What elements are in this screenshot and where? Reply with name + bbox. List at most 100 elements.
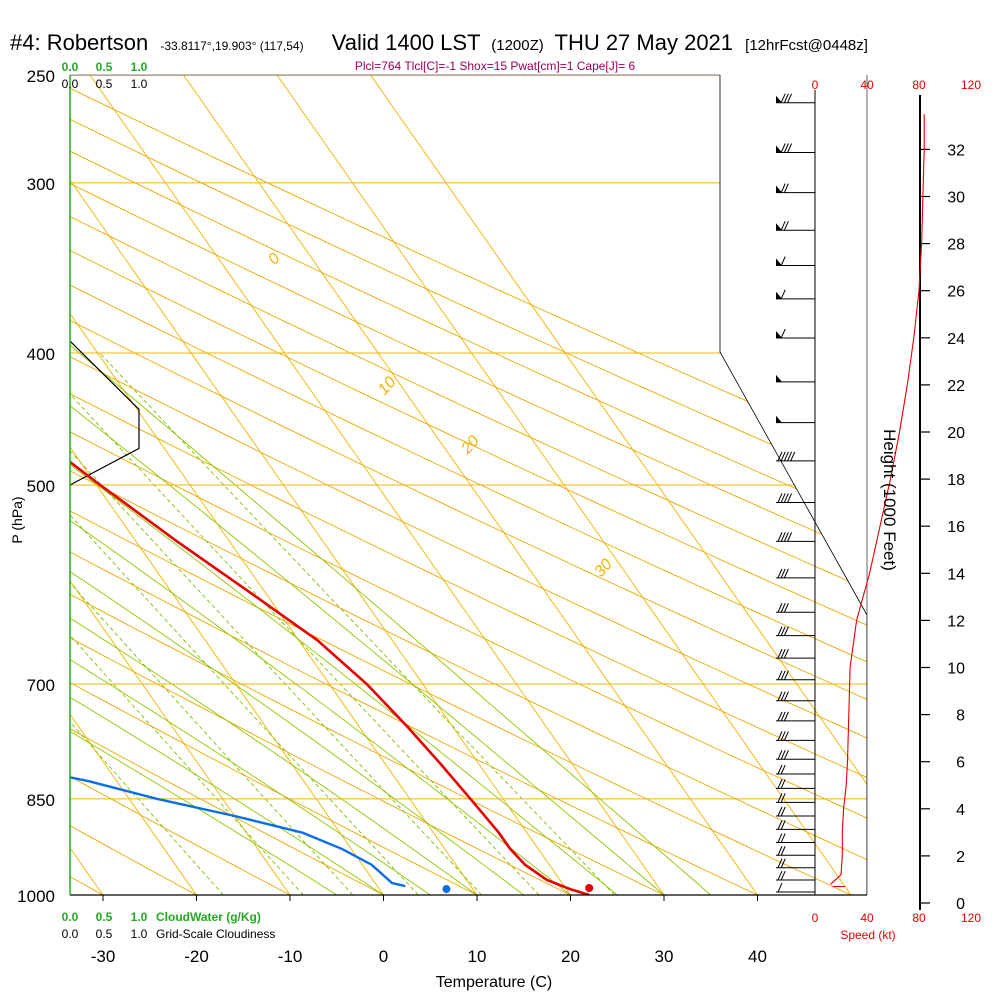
wind-barb-flag	[780, 779, 786, 789]
wind-barb-flag	[777, 648, 783, 659]
wind-barb-flag	[780, 731, 786, 741]
wind-barb-flag	[777, 793, 783, 803]
dry-adiabat-line	[70, 593, 665, 895]
height-tick-label: 2	[956, 849, 965, 866]
wind-barb-pennant	[776, 95, 782, 103]
height-tick-label: 6	[956, 755, 965, 772]
pressure-tick-label: 850	[27, 791, 55, 810]
wind-barb	[776, 882, 815, 893]
wind-barb-pennant	[776, 374, 782, 382]
wind-barb-pennant	[776, 258, 782, 266]
wind-barb	[776, 750, 815, 760]
wind-barb-flag	[777, 711, 783, 722]
wind-barb-flag	[783, 731, 789, 741]
wind-barb-flag	[783, 603, 789, 613]
station-coords: -33.8117°,19.903° (117,54)	[160, 39, 303, 53]
wind-barb	[776, 451, 815, 462]
wind-barb-flag	[780, 603, 786, 613]
temperature-tick-label: -20	[184, 947, 209, 966]
cloudwater-tick-bottom: 0.0	[62, 910, 79, 924]
wind-barb-flag	[783, 750, 789, 760]
wind-barb-flag	[777, 731, 783, 741]
cloudiness-tick-bottom: 0.0	[62, 927, 79, 941]
valid-time: Valid 1400 LST	[332, 30, 480, 55]
wind-barb-flag	[783, 626, 789, 636]
wind-barb	[776, 820, 815, 830]
height-axis-title: Height (1000 Feet)	[880, 429, 899, 571]
wind-barb-flag	[777, 870, 783, 881]
cloudwater-tick-top: 1.0	[131, 60, 148, 74]
pressure-tick-label: 250	[27, 67, 55, 86]
dry-adiabat-line	[70, 284, 867, 663]
wind-barb-flag	[787, 93, 793, 103]
cloudiness-tick-top: 0.5	[96, 77, 113, 91]
wind-barb-flag	[777, 626, 783, 636]
station-name: #4: Robertson	[10, 30, 148, 55]
wind-barb	[776, 183, 815, 194]
wind-barb	[776, 256, 815, 267]
pressure-tick-label: 1000	[17, 887, 55, 906]
speed-tick-top: 80	[912, 78, 926, 92]
dry-adiabat-line	[70, 87, 867, 454]
wind-barb-flag	[777, 764, 783, 775]
wind-barb-pennant	[776, 415, 782, 423]
mixing-ratio-line	[99, 352, 616, 895]
wind-barb	[776, 764, 815, 775]
speed-tick-top: 0	[812, 78, 819, 92]
wind-barb-flag	[780, 183, 786, 193]
speed-tick-bottom: 120	[961, 911, 981, 925]
temperature-tick-label: 40	[748, 947, 767, 966]
wind-barb	[776, 833, 815, 843]
frame-boundary	[719, 75, 867, 895]
wind-barb-flag	[777, 882, 783, 893]
cloudwater-tick-bottom: 1.0	[131, 910, 148, 924]
wind-barb-flag	[783, 493, 789, 503]
mixing-ratio-label: 2	[297, 902, 314, 918]
pressure-tick-label: 500	[27, 477, 55, 496]
wind-barb-pennant	[776, 291, 782, 299]
wind-barb-flag	[780, 691, 786, 701]
wind-barb	[776, 793, 815, 803]
wind-barb-flag	[780, 256, 786, 266]
dry-adiabat-line	[70, 150, 867, 521]
wind-barb	[776, 415, 815, 424]
wind-barb-flag	[780, 328, 786, 339]
utc-time: (1200Z)	[491, 37, 544, 54]
wind-barb-flag	[780, 711, 786, 722]
wind-barb	[776, 626, 815, 637]
height-tick-label: 26	[947, 284, 965, 301]
dry-adiabat-line	[70, 118, 867, 487]
wind-barb	[776, 858, 815, 869]
dry-adiabat-line	[0, 75, 10, 895]
height-tick-label: 32	[947, 142, 965, 159]
wind-barb-flag	[780, 870, 786, 881]
mixing-ratio-line	[70, 450, 483, 895]
speed-tick-top: 120	[961, 78, 981, 92]
dry-adiabat-line	[70, 182, 867, 555]
moist-adiabat-line	[70, 405, 665, 895]
speed-profile	[830, 114, 925, 885]
mixing-ratio-line	[70, 514, 419, 895]
dry-adiabat-line	[70, 431, 867, 819]
wind-barb-flag	[777, 568, 783, 579]
dry-adiabat-line	[70, 249, 867, 626]
cloudwater-title: CloudWater (g/Kg)	[156, 910, 261, 924]
wind-barb-flag	[787, 143, 793, 153]
isotherm-line	[70, 579, 291, 895]
wind-barb	[776, 220, 815, 231]
cloudiness-profile	[69, 340, 140, 486]
cloudwater-tick-bottom: 0.5	[96, 910, 113, 924]
height-tick-label: 8	[956, 708, 965, 725]
wind-barb-flag	[777, 806, 783, 817]
wind-barb-flag	[777, 603, 783, 613]
pressure-tick-label: 400	[27, 345, 55, 364]
svg-text:#4: Robertson -33.8117°,19: #4: Robertson -33.8117°,19.903° (117,54)…	[10, 30, 868, 55]
isotherm-line	[70, 713, 197, 895]
wind-barb	[776, 289, 815, 300]
y-axis-title: P (hPa)	[9, 496, 25, 543]
temperature-tick-label: 20	[561, 947, 580, 966]
cloudwater-tick-top: 0.0	[62, 60, 79, 74]
wind-barb-flag	[780, 568, 786, 579]
wind-barb	[776, 93, 815, 104]
wind-barb-pennant	[776, 145, 782, 153]
